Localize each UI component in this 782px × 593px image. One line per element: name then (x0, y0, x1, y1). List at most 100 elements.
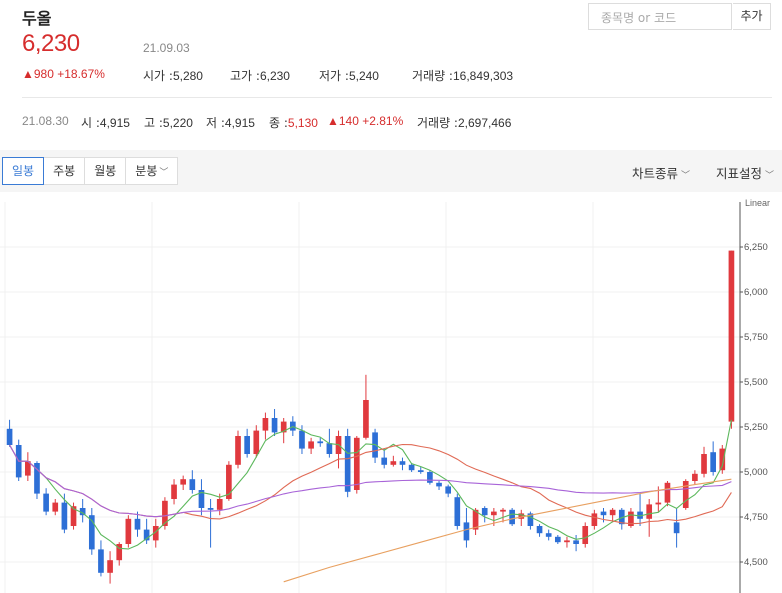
candle-up (125, 518, 132, 544)
candle-down (98, 549, 104, 573)
candle-down (527, 513, 534, 526)
candle-down (134, 518, 141, 530)
open-label: 시가 : (143, 69, 173, 83)
prev-date: 21.08.30 (22, 114, 69, 128)
candle-down (299, 430, 305, 449)
ma-line-ma120 (283, 478, 732, 583)
candle-up (353, 437, 360, 490)
candle-down (6, 428, 13, 445)
stock-name: 두올 (22, 9, 52, 28)
chevron-down-icon: ﹀ (765, 171, 775, 181)
candle-down (399, 461, 406, 465)
chevron-down-icon: ﹀ (681, 171, 691, 181)
chart-canvas[interactable]: Linear 6,250 6,000 5,750 5,500 5,250 5,000 4,75… (0, 192, 782, 593)
open-value: 5,280 (172, 69, 203, 83)
candle-down (673, 522, 680, 534)
candle-down (536, 526, 543, 534)
candle-down (61, 502, 68, 530)
prev-volume-label: 거래량 : (417, 116, 458, 130)
candle-up (70, 506, 77, 526)
y-tick-label: 5,000 (744, 467, 768, 478)
prev-open-value: 4,915 (99, 116, 130, 130)
y-tick-label: 6,000 (744, 287, 768, 298)
tab-weekly[interactable]: 주봉 (43, 157, 86, 185)
candle-down (326, 443, 333, 454)
candle-down (417, 470, 424, 472)
add-button[interactable]: 추가 (733, 3, 771, 30)
candle-up (646, 504, 653, 519)
candle-up (262, 418, 269, 431)
candle-up (628, 511, 634, 526)
high-value: 6,230 (259, 69, 290, 83)
prev-low-stat: 저 :4,915 (206, 114, 255, 131)
indicator-settings-menu[interactable]: 지표설정 ﹀ (716, 163, 774, 182)
candle-up (664, 482, 671, 503)
ma-line-ma5 (9, 419, 732, 550)
candle-down (79, 508, 86, 516)
candle-up (216, 499, 223, 510)
candle-down (43, 493, 49, 512)
candle-down (637, 511, 643, 519)
candle-down (618, 509, 625, 525)
open-stat: 시가 :5,280 (143, 67, 203, 84)
candle-down (207, 508, 214, 510)
candle-up (582, 526, 589, 544)
tab-monthly[interactable]: 월봉 (84, 157, 127, 185)
candle-up (235, 436, 241, 465)
prev-volume-stat: 거래량 :2,697,466 (417, 114, 511, 131)
candle-up (162, 500, 168, 526)
volume-value: 16,849,303 (452, 69, 514, 83)
y-tick-label: 4,500 (744, 557, 768, 568)
candle-up (25, 461, 31, 476)
candle-up (52, 502, 59, 512)
candle-down (463, 522, 470, 541)
candle-down (509, 509, 515, 525)
prev-volume-value: 2,697,466 (457, 116, 512, 130)
tab-daily[interactable]: 일봉 (2, 157, 45, 185)
candle-up (472, 509, 479, 530)
candle-up (152, 526, 159, 541)
candle-up (491, 511, 497, 516)
candlestick-chart[interactable]: Linear 6,250 6,000 5,750 5,500 5,250 5,000 4,75… (0, 192, 782, 593)
current-price: 6,230 (22, 30, 80, 57)
period-tabs: 일봉 주봉 월봉 분봉 ﹀ (2, 157, 179, 185)
volume-stat: 거래량 :16,849,303 (412, 67, 513, 84)
candle-up (171, 484, 177, 499)
ma-line-ma60 (9, 444, 732, 518)
low-stat: 저가 :5,240 (319, 67, 379, 84)
chart-type-menu[interactable]: 차트종류 ﹀ (632, 163, 690, 182)
candle-down (427, 472, 433, 483)
candle-up (280, 421, 287, 433)
volume-label: 거래량 : (412, 69, 453, 83)
prev-high-label: 고 : (144, 116, 163, 130)
prev-low-label: 저 : (206, 116, 225, 130)
y-tick-label: 5,250 (744, 422, 768, 433)
candle-down (88, 515, 95, 550)
candle-down (445, 486, 452, 494)
candle-down (34, 463, 40, 494)
candle-down (244, 436, 250, 454)
candle-down (344, 436, 351, 492)
scale-label: Linear (745, 198, 770, 208)
tab-minute[interactable]: 분봉 ﹀ (125, 157, 179, 185)
candle-up (655, 502, 662, 505)
candle-down (408, 464, 415, 471)
candle-up (500, 509, 506, 512)
prev-low-value: 4,915 (224, 116, 255, 130)
chart-toolbar: 일봉 주봉 월봉 분봉 ﹀ 차트종류 ﹀ 지표설정 ﹀ (0, 150, 782, 192)
chevron-down-icon: ﹀ (159, 168, 169, 178)
prev-close-value: 5,130 (287, 116, 318, 130)
search-input[interactable]: 종목명 or 코드 (588, 3, 732, 30)
high-stat: 고가 :6,230 (230, 67, 290, 84)
prev-open-stat: 시 :4,915 (81, 114, 130, 131)
prev-change: ▲140 +2.81% (327, 114, 404, 128)
low-label: 저가 : (319, 69, 349, 83)
candle-up (390, 461, 397, 465)
candle-up (363, 400, 369, 438)
candle-down (381, 457, 388, 465)
prev-close-stat: 종 :5,130 (269, 114, 318, 131)
candle-down (710, 452, 716, 472)
chart-type-label: 차트종류 (632, 166, 679, 181)
candle-up (564, 540, 570, 543)
price-change: ▲980 +18.67% (22, 67, 105, 81)
